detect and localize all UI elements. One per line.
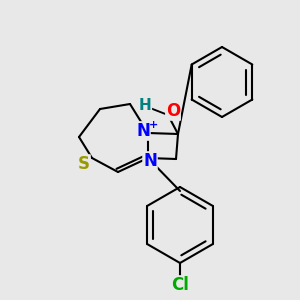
Text: H: H (139, 98, 152, 113)
Text: O: O (166, 102, 180, 120)
Text: Cl: Cl (171, 276, 189, 294)
Text: +: + (149, 120, 159, 130)
Text: S: S (78, 155, 90, 173)
Text: N: N (143, 152, 157, 170)
Text: N: N (136, 122, 150, 140)
